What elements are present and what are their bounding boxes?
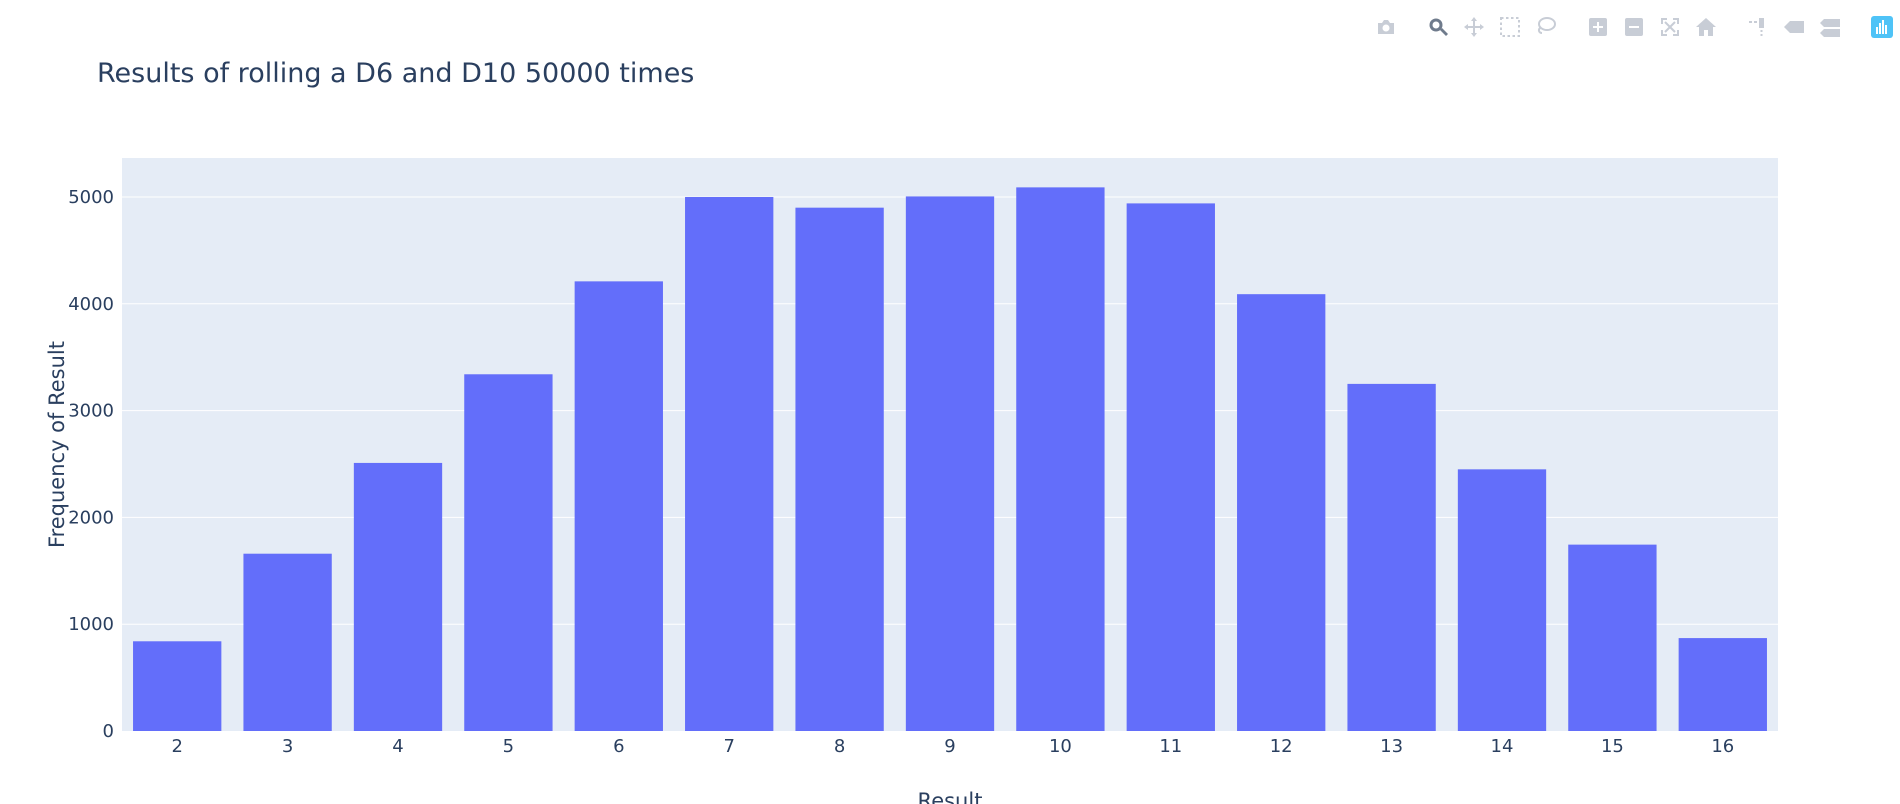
autoscale-icon [1661, 18, 1679, 36]
x-tick-label: 5 [503, 736, 514, 757]
modebar-group [1740, 12, 1848, 42]
x-tick-label: 3 [282, 736, 293, 757]
x-axis-title: Result [918, 789, 983, 804]
tag-icon [1784, 21, 1804, 33]
download-png-button[interactable] [1368, 12, 1404, 42]
y-tick-label: 5000 [68, 187, 114, 208]
camera-icon [1378, 20, 1394, 34]
y-axis-ticks: 0 1000 2000 3000 4000 5000 [68, 187, 114, 742]
modebar-group [1580, 12, 1724, 42]
x-tick-label: 6 [613, 736, 624, 757]
x-tick-label: 12 [1270, 736, 1293, 757]
x-tick-label: 7 [723, 736, 734, 757]
modebar [1352, 12, 1900, 42]
bar-16[interactable] [1678, 638, 1767, 731]
y-tick-label: 2000 [68, 507, 114, 528]
zoom-icon [1429, 18, 1448, 36]
y-tick-label: 0 [103, 721, 114, 742]
bar-10[interactable] [1016, 187, 1105, 732]
y-tick-label: 1000 [68, 614, 114, 635]
toggle-spike-lines-button[interactable] [1740, 12, 1776, 42]
reset-axes-button[interactable] [1688, 12, 1724, 42]
plotly-logo-icon [1871, 16, 1893, 38]
x-tick-label: 9 [944, 736, 955, 757]
x-tick-label: 13 [1380, 736, 1403, 757]
lasso-icon [1537, 17, 1556, 34]
x-tick-label: 15 [1601, 736, 1624, 757]
plotly-logo-link[interactable] [1864, 12, 1900, 42]
bar-14[interactable] [1457, 469, 1547, 731]
x-axis-ticks: 2 3 4 5 6 7 8 9 10 11 12 13 14 15 16 [171, 736, 1734, 757]
bar-3[interactable] [243, 553, 332, 731]
x-tick-label: 8 [834, 736, 845, 757]
bars [133, 187, 1767, 732]
zoom-button[interactable] [1420, 12, 1456, 42]
y-tick-label: 3000 [68, 401, 114, 422]
minus-square-icon [1625, 18, 1643, 36]
zoom-out-button[interactable] [1616, 12, 1652, 42]
bar-9[interactable] [905, 196, 995, 731]
spikeline-icon [1749, 18, 1764, 36]
x-tick-label: 14 [1491, 736, 1514, 757]
bar-11[interactable] [1126, 203, 1215, 731]
bar-6[interactable] [574, 281, 663, 731]
plus-square-icon [1589, 18, 1607, 36]
modebar-group [1420, 12, 1564, 42]
bar-12[interactable] [1237, 294, 1326, 731]
box-select-button[interactable] [1492, 12, 1528, 42]
home-icon [1696, 18, 1716, 36]
chart-title: Results of rolling a D6 and D10 50000 ti… [97, 58, 694, 89]
y-axis-title: Frequency of Result [45, 341, 69, 548]
pan-button[interactable] [1456, 12, 1492, 42]
lasso-select-button[interactable] [1528, 12, 1564, 42]
bar-7[interactable] [685, 196, 774, 732]
modebar-group [1864, 12, 1900, 42]
pan-icon [1464, 17, 1484, 37]
bar-2[interactable] [133, 641, 222, 731]
y-tick-label: 4000 [68, 294, 114, 315]
bar-15[interactable] [1568, 544, 1657, 731]
x-tick-label: 10 [1049, 736, 1072, 757]
x-tick-label: 11 [1159, 736, 1182, 757]
bar-13[interactable] [1347, 383, 1436, 731]
bar-8[interactable] [795, 207, 884, 731]
zoom-in-button[interactable] [1580, 12, 1616, 42]
box-select-icon [1500, 17, 1520, 37]
x-tick-label: 16 [1711, 736, 1734, 757]
bar-5[interactable] [464, 374, 553, 731]
modebar-group [1368, 12, 1404, 42]
hover-closest-button[interactable] [1776, 12, 1812, 42]
x-tick-label: 2 [171, 736, 182, 757]
hover-compare-button[interactable] [1812, 12, 1848, 42]
double-tag-icon [1820, 19, 1840, 37]
autoscale-button[interactable] [1652, 12, 1688, 42]
bar-4[interactable] [353, 462, 443, 731]
x-tick-label: 4 [392, 736, 403, 757]
